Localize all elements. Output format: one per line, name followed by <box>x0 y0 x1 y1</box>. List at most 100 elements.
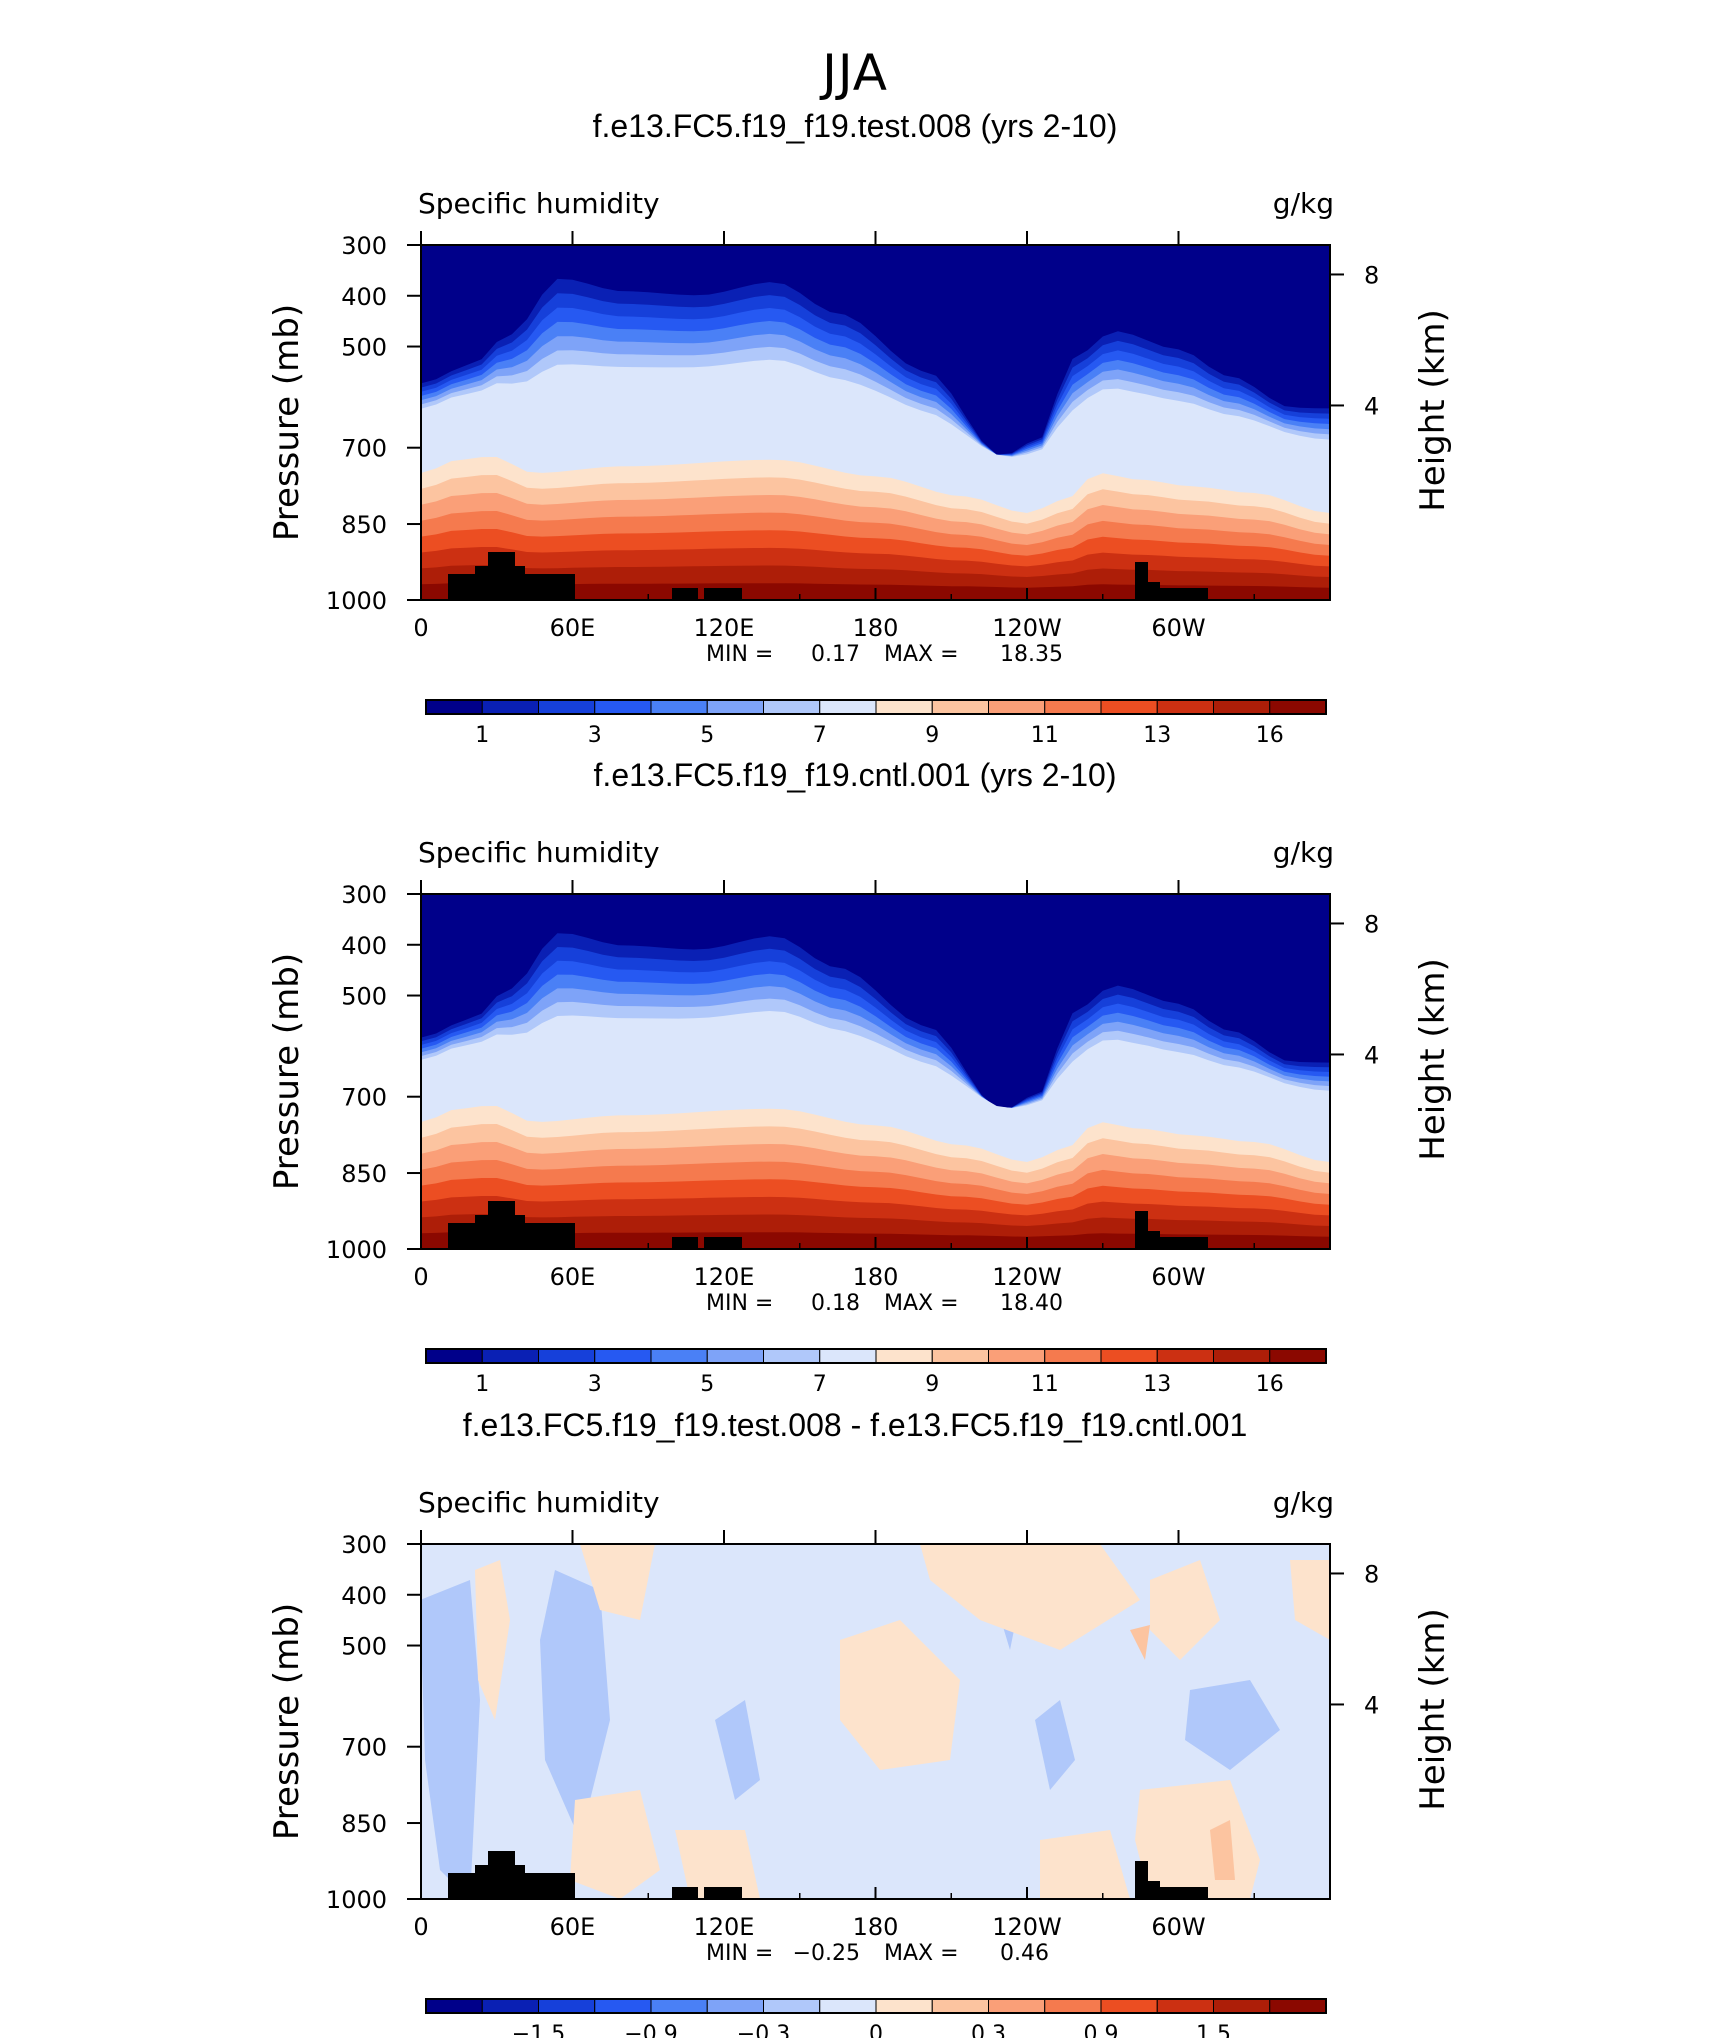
y-tick-label: 300 <box>341 232 387 260</box>
colorbar-swatch <box>1269 1998 1327 2014</box>
colorbar-swatch <box>1044 1348 1102 1364</box>
x-tick-label: 60E <box>550 1263 596 1291</box>
y-right-tick-label: 8 <box>1364 1560 1379 1588</box>
y-tick-label: 700 <box>341 435 387 463</box>
colorbar-swatch <box>594 1348 652 1364</box>
colorbar-swatch <box>594 1998 652 2014</box>
colorbar-swatch <box>650 1998 708 2014</box>
colorbar-swatch <box>763 699 821 715</box>
y-axis-title: Pressure (mb) <box>267 953 307 1190</box>
colorbar-label: 9 <box>925 1372 939 1397</box>
contour-band <box>1210 1820 1235 1880</box>
contour-band <box>540 1570 610 1840</box>
y-tick-label: 1000 <box>326 1236 387 1264</box>
topography <box>475 566 490 600</box>
topography <box>475 1215 490 1249</box>
topography <box>1135 1211 1148 1249</box>
contour-band <box>840 1620 960 1770</box>
topography <box>1160 1237 1208 1249</box>
panel-title: f.e13.FC5.f19_f19.test.008 (yrs 2-10) <box>593 108 1118 144</box>
units-label: g/kg <box>1273 1486 1334 1519</box>
colorbar-frame <box>425 699 1327 715</box>
topography <box>1135 562 1148 600</box>
contour-band <box>1035 1700 1075 1790</box>
colorbar-swatch <box>931 699 989 715</box>
y-tick-label: 500 <box>341 983 387 1011</box>
y-tick-label: 500 <box>341 334 387 362</box>
topography <box>1135 1861 1148 1899</box>
topography <box>525 1887 530 1899</box>
colorbar-swatch <box>1100 1348 1158 1364</box>
topography <box>515 566 525 600</box>
contour-field <box>421 894 1330 1249</box>
colorbar-swatch <box>875 1998 933 2014</box>
y-tick-label: 1000 <box>326 587 387 615</box>
colorbar-swatch <box>1269 1348 1327 1364</box>
colorbar-label: −0.3 <box>737 2022 790 2038</box>
contour-band <box>1185 1680 1280 1770</box>
y-right-axis-title: Height (km) <box>1413 309 1453 512</box>
colorbar-swatch <box>425 1998 483 2014</box>
colorbar-label: 16 <box>1256 723 1284 748</box>
colorbar-swatch <box>538 1348 596 1364</box>
min-label: MIN = <box>706 1291 773 1316</box>
colorbar-swatch <box>931 1998 989 2014</box>
colorbar-swatch <box>875 1348 933 1364</box>
y-tick-label: 500 <box>341 1633 387 1661</box>
variable-label: Specific humidity <box>418 1486 660 1519</box>
y-right-tick-label: 4 <box>1364 1691 1379 1719</box>
topography <box>515 1215 525 1249</box>
colorbar-swatch <box>988 699 1046 715</box>
contour-field <box>421 245 1330 600</box>
min-value: −0.25 <box>793 1941 860 1966</box>
colorbar-swatch <box>1044 699 1102 715</box>
colorbar-swatch <box>706 1998 764 2014</box>
figure-title: JJA <box>822 44 888 102</box>
contour-band <box>475 1560 510 1720</box>
y-tick-label: 850 <box>341 1810 387 1838</box>
colorbar-swatch <box>1269 699 1327 715</box>
y-axis-title: Pressure (mb) <box>267 304 307 541</box>
y-right-axis-title: Height (km) <box>1413 958 1453 1161</box>
units-label: g/kg <box>1273 836 1334 869</box>
max-value: 18.40 <box>1000 1291 1063 1316</box>
colorbar-swatch <box>988 1348 1046 1364</box>
colorbar-label: 1.5 <box>1196 2022 1231 2038</box>
y-right-axis-title: Height (km) <box>1413 1608 1453 1811</box>
contour-band <box>1040 1830 1130 1899</box>
colorbar-label: 13 <box>1143 723 1171 748</box>
y-tick-label: 300 <box>341 1531 387 1559</box>
topography <box>1160 588 1208 600</box>
colorbar-label: 0.9 <box>1084 2022 1119 2038</box>
max-label: MAX = <box>884 642 959 667</box>
max-value: 0.46 <box>1000 1941 1049 1966</box>
topography <box>525 588 530 600</box>
x-tick-label: 0 <box>413 614 428 642</box>
x-tick-label: 120W <box>992 614 1062 642</box>
y-tick-label: 850 <box>341 511 387 539</box>
colorbar-label: 3 <box>588 723 602 748</box>
x-tick-label: 60W <box>1151 1913 1205 1941</box>
colorbar-swatch <box>706 1348 764 1364</box>
variable-label: Specific humidity <box>418 187 660 220</box>
topography <box>488 552 515 600</box>
max-label: MAX = <box>884 1941 959 1966</box>
colorbar-label: 16 <box>1256 1372 1284 1397</box>
x-tick-label: 0 <box>413 1263 428 1291</box>
colorbar-label: 0.3 <box>971 2022 1006 2038</box>
panel-title: f.e13.FC5.f19_f19.cntl.001 (yrs 2-10) <box>594 757 1117 793</box>
colorbar-swatch <box>481 1348 539 1364</box>
topography <box>488 1201 515 1249</box>
colorbar-swatch <box>988 1998 1046 2014</box>
colorbar-swatch <box>1213 1348 1271 1364</box>
colorbar-swatch <box>819 1348 877 1364</box>
panel-2: f.e13.FC5.f19_f19.cntl.001 (yrs 2-10) Spe… <box>267 757 1453 1397</box>
colorbar-swatch <box>763 1348 821 1364</box>
panel-3: f.e13.FC5.f19_f19.test.008 - f.e13.FC5.f… <box>267 1407 1453 2038</box>
y-tick-label: 1000 <box>326 1886 387 1914</box>
colorbar-label: 13 <box>1143 1372 1171 1397</box>
contour-band <box>570 1790 660 1899</box>
colorbar-swatch <box>538 1998 596 2014</box>
panel-title: f.e13.FC5.f19_f19.test.008 - f.e13.FC5.f… <box>463 1407 1248 1443</box>
y-tick-label: 400 <box>341 932 387 960</box>
